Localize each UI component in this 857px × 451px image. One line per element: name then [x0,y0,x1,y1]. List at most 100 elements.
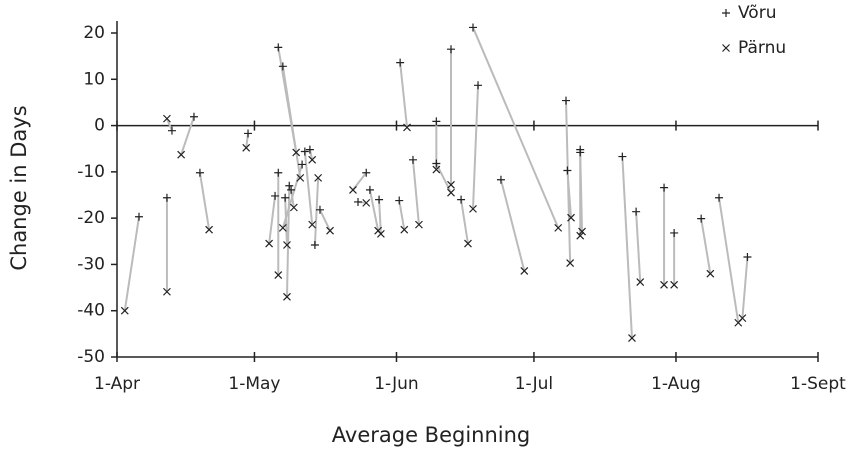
point [244,129,253,138]
point [349,185,357,194]
point [670,228,679,237]
point [520,266,529,275]
x-tick-label: 1-Sept [790,374,846,394]
point [242,143,251,152]
point [376,229,385,238]
point [670,280,679,289]
connector [411,159,420,225]
point [271,191,280,200]
point [567,213,575,222]
point [163,114,171,123]
connector [700,218,712,274]
connector [566,170,573,218]
point [432,117,441,126]
x-tick-label: 1-May [228,374,280,394]
point [715,193,724,202]
point [576,148,585,157]
connector [180,116,195,156]
connector [499,179,526,272]
connector [166,118,173,132]
y-tick-label: 10 [83,69,105,89]
x-tick-label: 1-Jul [515,374,553,394]
connector [460,199,469,244]
connector [303,151,314,225]
y-axis-title: Change in Days [7,105,31,270]
point [447,188,455,197]
point [274,271,283,279]
point [120,306,129,315]
point [287,185,296,194]
legend-marker [722,44,730,52]
point [283,241,291,249]
point [274,43,283,52]
point [296,173,305,182]
connector [741,256,749,319]
point [314,173,323,182]
connector [472,27,560,229]
point [189,112,198,121]
point [396,58,405,67]
connector [399,62,409,128]
connector [268,195,277,244]
x-tick-label: 1-Aug [651,374,701,394]
connector [313,177,320,246]
point [457,195,466,204]
point [706,269,715,278]
connector [579,152,584,232]
point [697,214,706,223]
point [562,96,571,105]
point [395,196,404,205]
y-tick-label: -40 [77,301,105,321]
connector [635,211,642,283]
connector [281,164,304,229]
point [432,165,441,174]
point [578,227,586,236]
point [660,183,669,192]
y-tick-label: -20 [77,208,105,228]
connector [471,85,480,209]
point [554,223,563,232]
connector [284,197,288,246]
point [134,212,143,221]
legend-label: Pärnu [738,38,786,58]
connector [319,209,331,232]
point [743,253,752,262]
point [274,168,283,177]
point [292,148,301,157]
point [310,240,319,249]
point [563,166,572,175]
point [353,197,362,206]
y-tick-label: -10 [77,162,105,182]
point [447,180,455,189]
connector [281,66,302,179]
point [628,334,636,342]
x-tick-label: 1-Jun [374,374,418,394]
point [469,204,477,213]
legend-marker [722,9,730,17]
point [400,225,409,234]
point [468,23,477,32]
point [326,226,334,235]
connector [285,185,291,297]
point [177,150,186,159]
point [195,168,204,177]
point [278,62,287,71]
point [163,287,171,296]
point [408,155,417,164]
legend-label: Võru [738,3,776,23]
point [566,259,575,267]
point [464,239,472,248]
y-tick-label: -30 [77,254,105,274]
y-tick-label: 20 [83,23,105,43]
point [289,203,298,212]
point [205,225,214,234]
point [265,239,274,248]
point [162,193,171,202]
x-tick-label: 1-Apr [94,374,140,394]
point [305,145,314,154]
point [474,81,483,90]
connector [198,172,211,230]
point [403,123,411,132]
point [285,181,294,190]
